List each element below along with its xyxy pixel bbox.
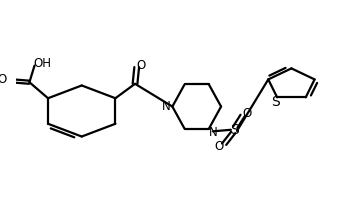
Text: S: S: [271, 95, 280, 109]
Text: N: N: [209, 126, 217, 139]
Text: O: O: [214, 140, 223, 153]
Text: O: O: [0, 73, 7, 86]
Text: O: O: [137, 59, 146, 72]
Text: N: N: [162, 100, 171, 113]
Text: S: S: [230, 123, 239, 137]
Text: O: O: [243, 107, 252, 120]
Text: OH: OH: [34, 57, 52, 70]
